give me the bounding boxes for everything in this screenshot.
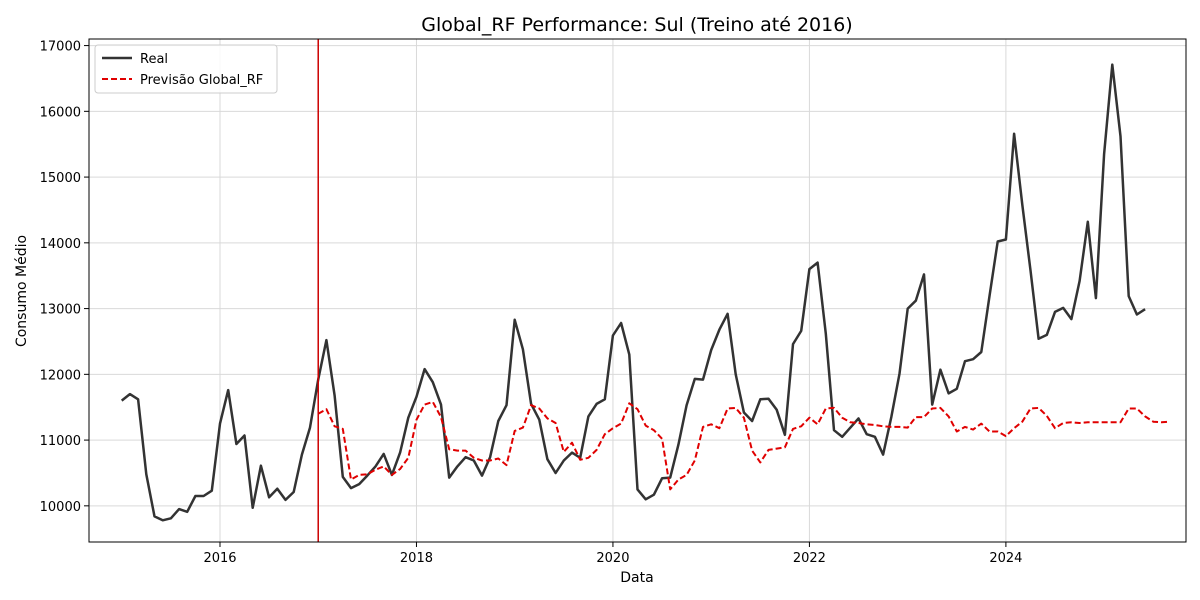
y-tick-label: 14000 — [40, 237, 81, 252]
y-tick-label: 11000 — [40, 434, 81, 449]
y-tick-label: 10000 — [40, 500, 81, 515]
x-axis: 2016 2018 2020 2022 2024 — [203, 542, 1022, 566]
x-tick-label: 2024 — [989, 551, 1022, 566]
y-tick-label: 15000 — [40, 171, 81, 186]
y-tick-label: 13000 — [40, 303, 81, 318]
y-tick-label: 12000 — [40, 368, 81, 383]
y-tick-label: 16000 — [40, 105, 81, 120]
chart-title: Global_RF Performance: Sul (Treino até 2… — [421, 14, 852, 36]
y-tick-label: 17000 — [40, 40, 81, 55]
legend-box — [94, 44, 278, 94]
x-tick-label: 2022 — [793, 551, 826, 566]
x-tick-label: 2020 — [596, 551, 629, 566]
series-line-forecast — [317, 400, 1170, 491]
legend: Real Previsão Global_RF — [94, 44, 278, 94]
x-axis-label: Data — [620, 570, 653, 586]
series-layer — [120, 63, 1170, 522]
grid — [89, 39, 1186, 542]
legend-label-real: Real — [140, 52, 168, 67]
series-line-real — [120, 63, 1146, 522]
y-axis: 10000 11000 12000 13000 14000 15000 16000 17000 — [40, 40, 89, 515]
legend-label-forecast: Previsão Global_RF — [140, 73, 263, 88]
plot-frame — [88, 38, 1187, 543]
x-tick-label: 2016 — [203, 551, 236, 566]
y-axis-label: Consumo Médio — [14, 235, 30, 347]
x-tick-label: 2018 — [400, 551, 433, 566]
